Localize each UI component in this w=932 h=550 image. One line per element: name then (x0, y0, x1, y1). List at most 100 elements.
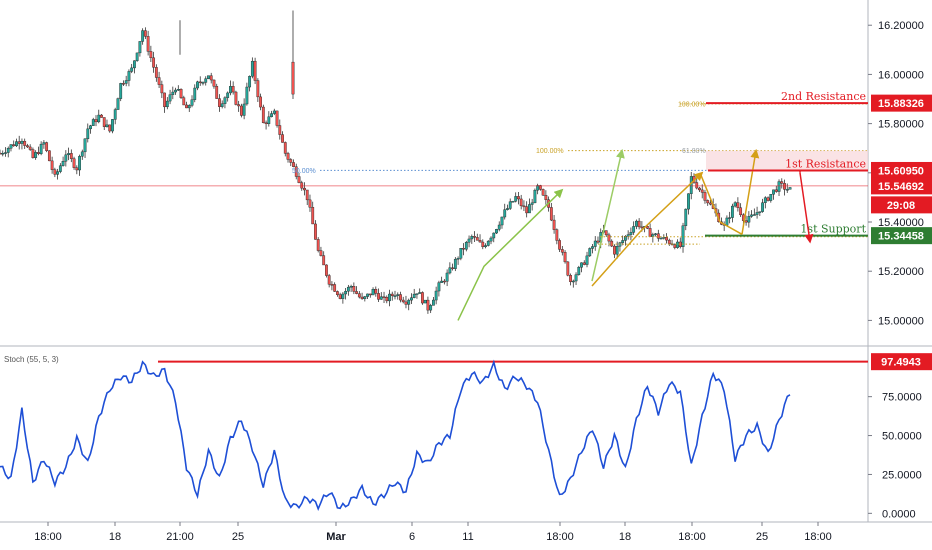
candle-body (45, 142, 49, 151)
candle-body (31, 149, 35, 158)
candle-body (544, 194, 548, 200)
candle-body (497, 224, 501, 230)
candle-body (289, 159, 293, 163)
candle-body (596, 240, 600, 243)
candle-body (769, 194, 773, 201)
candle-body (506, 208, 509, 210)
candle-body (78, 156, 81, 171)
candle-body (640, 226, 644, 229)
candle-body (453, 258, 457, 269)
candle-body (385, 297, 389, 302)
candle-body (100, 114, 103, 118)
candle-body (684, 208, 688, 226)
candle-body (626, 234, 630, 237)
candle-body (15, 141, 18, 147)
candle-body (283, 142, 287, 154)
candle-body (418, 292, 422, 294)
candle-body (272, 110, 276, 114)
candle-body (783, 183, 786, 190)
candle-body (286, 153, 290, 160)
time-tick-label: 25 (232, 531, 244, 543)
candle-body (234, 91, 238, 105)
candle-body (349, 286, 353, 288)
candle-body (486, 240, 490, 246)
candle-body (37, 152, 40, 154)
candle-body (525, 206, 529, 214)
candle-body (231, 86, 235, 93)
candle-body (360, 296, 364, 299)
candle-body (67, 153, 70, 156)
time-axis[interactable]: 18:00 18 21:00 25 Mar 6 11 18:00 18 18:00 25 18:00 (34, 522, 832, 543)
candle-body (755, 212, 759, 215)
candle-body (56, 171, 60, 175)
candle-body (6, 148, 10, 153)
candle-body (421, 292, 424, 304)
candle-body (250, 60, 254, 77)
candle-body (141, 30, 145, 42)
candle-body (4, 152, 7, 154)
candle-body (763, 197, 767, 203)
candle-body (426, 299, 430, 311)
candle-body (325, 264, 328, 276)
candle-body (174, 89, 177, 93)
candle-body (673, 244, 677, 248)
candle-body (163, 92, 166, 108)
candle-body (593, 240, 597, 247)
candle-body (582, 262, 586, 265)
candle-body (681, 225, 685, 247)
candle-body (700, 189, 704, 193)
candle-body (591, 246, 594, 249)
stochastic-line (0, 359, 791, 511)
candle-body (133, 60, 136, 69)
candle-body (218, 98, 221, 107)
candle-body (442, 280, 446, 283)
resistance-zone (706, 150, 868, 171)
candle-body (634, 220, 638, 227)
candle-body (555, 229, 559, 241)
candle-body (201, 82, 205, 84)
candle-body (761, 202, 764, 212)
candle-body (83, 138, 87, 153)
candle-body (261, 106, 265, 124)
time-tick-label: 18:00 (678, 531, 706, 543)
candle-body (333, 284, 337, 292)
candle-body (39, 143, 43, 154)
time-tick-label: 21:00 (166, 531, 194, 543)
candle-body (766, 197, 770, 201)
candle-body (267, 116, 271, 124)
candle-body (292, 162, 295, 167)
candle-body (89, 125, 92, 130)
time-tick-label: 18 (619, 531, 631, 543)
candle-body (311, 207, 315, 225)
candle-body (20, 140, 24, 144)
candle-body (0, 152, 2, 155)
candle-body (774, 189, 778, 192)
candle-body (105, 124, 109, 127)
candle-body (61, 161, 65, 166)
candle-body (102, 117, 106, 127)
candle-body (352, 286, 356, 292)
time-tick-label: Mar (326, 531, 346, 543)
fib-label: 100.00% (678, 101, 706, 108)
candle-body (637, 220, 641, 228)
candle-body (220, 103, 224, 107)
candle-body (676, 241, 679, 248)
candle-body (319, 250, 323, 256)
candle-body (198, 81, 202, 84)
candle-body (226, 92, 230, 98)
candle-body (300, 182, 304, 189)
candle-body (388, 293, 391, 302)
candle-body (165, 100, 169, 108)
bar-countdown-tag-bg (871, 196, 932, 214)
level-price-tag-bg (871, 227, 932, 245)
candle-body (481, 241, 485, 248)
level-name: 1st Support (800, 223, 866, 236)
candle-body (467, 238, 471, 243)
candle-body (610, 240, 614, 247)
time-tick-label: 11 (462, 531, 473, 543)
candle-body (330, 284, 334, 286)
projection-arrow (699, 172, 743, 235)
candle-body (645, 226, 649, 229)
candle-body (500, 216, 504, 226)
